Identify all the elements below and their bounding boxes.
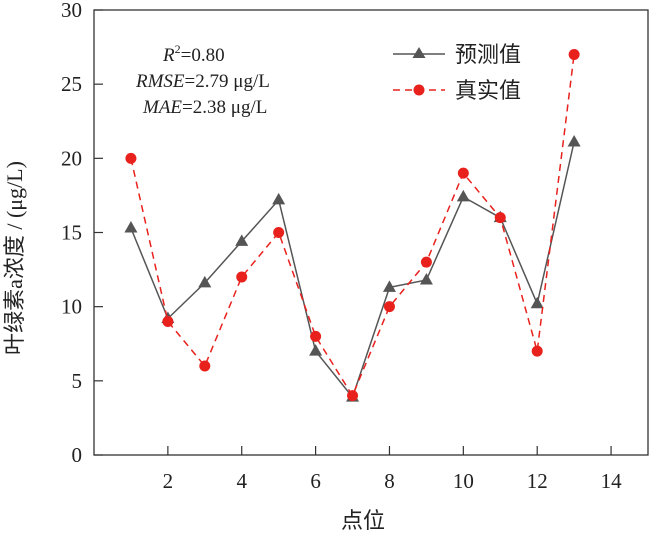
- legend-triangle-icon: [412, 47, 426, 58]
- data-point-circle: [199, 360, 211, 372]
- data-point-triangle: [309, 344, 323, 356]
- data-point-circle: [125, 152, 137, 164]
- data-point-circle: [347, 390, 359, 402]
- data-point-circle: [273, 227, 285, 238]
- data-point-circle: [162, 316, 174, 327]
- series-line: [130, 141, 575, 399]
- data-point-circle: [236, 271, 248, 283]
- y-tick-label: 15: [61, 221, 82, 245]
- x-tick-label: 8: [384, 469, 395, 493]
- data-point-triangle: [419, 272, 433, 285]
- legend-item-predicted: 预测值: [393, 42, 521, 67]
- x-tick-label: 4: [236, 469, 247, 493]
- data-point-triangle: [198, 275, 212, 288]
- data-point-triangle: [456, 189, 470, 202]
- tick-group: 0 5 10 15 20 25 30 2 4 6 8 10 12 14: [61, 0, 622, 493]
- y-tick-label: 10: [61, 295, 82, 319]
- x-tick-label: 14: [601, 469, 623, 493]
- data-point-triangle: [235, 234, 249, 246]
- legend-label-predicted: 预测值: [455, 42, 521, 67]
- rmse-metric: RMSE=2.79 μg/L: [135, 71, 270, 92]
- x-axis-title: 点位: [341, 508, 385, 533]
- data-point-circle: [383, 301, 395, 313]
- data-point-circle: [494, 212, 506, 224]
- y-tick-label: 0: [72, 443, 83, 467]
- data-point-triangle: [272, 192, 286, 205]
- data-point-triangle: [124, 221, 138, 233]
- data-point-triangle: [567, 135, 581, 147]
- series-layer: [124, 49, 581, 402]
- series-actual: [125, 49, 580, 402]
- data-point-circle: [310, 330, 322, 342]
- metrics-annotation: R2=0.80 RMSE=2.79 μg/L MAE=2.38 μg/L: [135, 42, 270, 118]
- mae-metric: MAE=2.38 μg/L: [142, 97, 267, 118]
- x-tick-label: 12: [527, 469, 548, 493]
- y-axis-title: 叶绿素a浓度 / (μg/L): [2, 161, 27, 355]
- x-tick-label: 10: [453, 469, 474, 493]
- data-point-triangle: [530, 296, 544, 309]
- data-point-circle: [531, 345, 543, 357]
- y-tick-label: 25: [61, 72, 82, 96]
- y-tick-label: 5: [72, 369, 83, 393]
- y-tick-label: 30: [61, 0, 82, 22]
- data-point-circle: [568, 49, 580, 60]
- data-point-triangle: [382, 280, 396, 292]
- legend: 预测值 真实值: [393, 42, 521, 103]
- r2-metric: R2=0.80: [162, 42, 225, 66]
- legend-item-actual: 真实值: [393, 78, 521, 103]
- legend-circle-icon: [413, 84, 425, 96]
- series-predicted: [124, 135, 581, 402]
- y-tick-label: 20: [61, 146, 82, 170]
- x-tick-label: 2: [163, 469, 174, 493]
- data-point-circle: [420, 256, 432, 268]
- data-point-circle: [457, 167, 469, 179]
- x-tick-label: 6: [310, 469, 321, 493]
- legend-label-actual: 真实值: [455, 78, 521, 103]
